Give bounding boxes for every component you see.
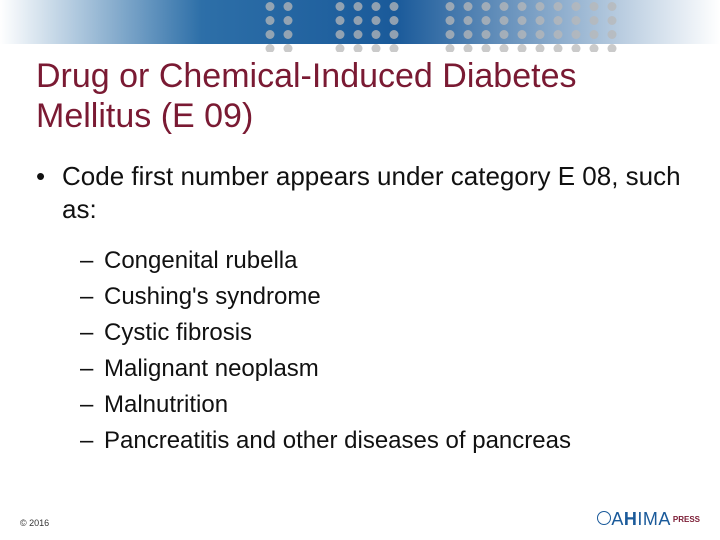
- bullet-marker: •: [36, 160, 62, 225]
- sub-bullet-text: Cushing's syndrome: [104, 279, 321, 315]
- logo-ring-icon: [597, 511, 611, 525]
- sub-bullet: –Malignant neoplasm: [80, 351, 684, 387]
- logo-sub: PRESS: [673, 516, 700, 524]
- sub-bullet: –Congenital rubella: [80, 243, 684, 279]
- sub-bullet-marker: –: [80, 423, 104, 459]
- logo-emph: H: [624, 509, 638, 529]
- logo-sub-text: PRESS: [673, 516, 700, 524]
- sub-bullet-marker: –: [80, 243, 104, 279]
- sub-bullet-marker: –: [80, 315, 104, 351]
- sub-bullet: –Malnutrition: [80, 387, 684, 423]
- main-bullet-text: Code first number appears under category…: [62, 160, 684, 225]
- sub-bullet-text: Malnutrition: [104, 387, 228, 423]
- logo-text: AHIMA: [611, 509, 671, 530]
- sub-bullet: –Cushing's syndrome: [80, 279, 684, 315]
- sub-bullet-marker: –: [80, 387, 104, 423]
- slide: Drug or Chemical-Induced Diabetes Mellit…: [0, 0, 720, 540]
- publisher-logo: AHIMA PRESS: [597, 509, 700, 530]
- sub-bullet-list: –Congenital rubella–Cushing's syndrome–C…: [80, 243, 684, 459]
- slide-title: Drug or Chemical-Induced Diabetes Mellit…: [36, 56, 684, 136]
- logo-prefix: A: [611, 509, 624, 529]
- sub-bullet-text: Cystic fibrosis: [104, 315, 252, 351]
- sub-bullet-text: Congenital rubella: [104, 243, 297, 279]
- sub-bullet-marker: –: [80, 279, 104, 315]
- logo-suffix: IMA: [637, 509, 671, 529]
- sub-bullet-text: Pancreatitis and other diseases of pancr…: [104, 423, 571, 459]
- header-gradient-band: [0, 0, 720, 44]
- copyright-text: © 2016: [20, 518, 49, 528]
- slide-body: • Code first number appears under catego…: [36, 160, 684, 459]
- main-bullet: • Code first number appears under catego…: [36, 160, 684, 225]
- sub-bullet-marker: –: [80, 351, 104, 387]
- sub-bullet: –Cystic fibrosis: [80, 315, 684, 351]
- sub-bullet-text: Malignant neoplasm: [104, 351, 319, 387]
- sub-bullet: –Pancreatitis and other diseases of panc…: [80, 423, 684, 459]
